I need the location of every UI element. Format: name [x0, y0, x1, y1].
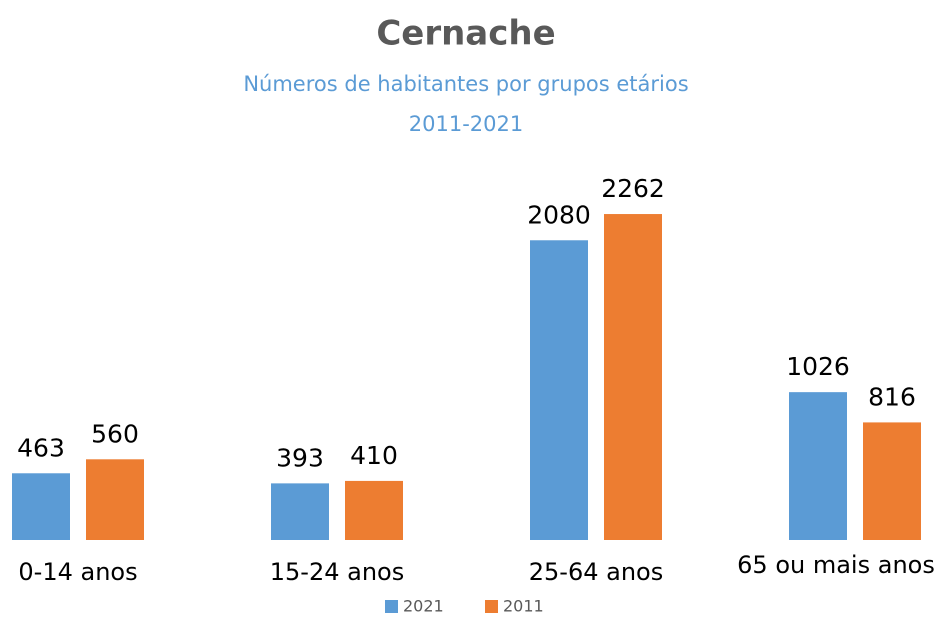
x-tick-label: 65 ou mais anos	[737, 551, 935, 579]
data-label: 393	[276, 443, 324, 472]
chart-title: Cernache	[376, 14, 555, 54]
chart-subtitle: Números de habitantes por grupos etários	[243, 72, 688, 96]
bar	[789, 392, 847, 540]
legend-label: 2011	[503, 597, 544, 616]
chart-subtitle: 2011-2021	[409, 112, 523, 136]
bar	[271, 483, 329, 540]
legend-swatch	[385, 600, 398, 613]
data-label: 463	[17, 433, 65, 462]
data-label: 1026	[786, 352, 850, 381]
bar	[530, 240, 588, 540]
bar	[12, 473, 70, 540]
data-label: 2080	[527, 200, 591, 229]
x-tick-label: 15-24 anos	[270, 558, 404, 586]
x-tick-label: 0-14 anos	[18, 558, 137, 586]
bar	[345, 480, 403, 540]
data-label: 816	[868, 382, 916, 411]
bar	[86, 459, 144, 540]
bar	[604, 214, 662, 540]
data-label: 560	[91, 419, 139, 448]
data-label: 410	[350, 441, 398, 470]
bar	[863, 422, 921, 540]
x-tick-label: 25-64 anos	[529, 558, 663, 586]
legend-label: 2021	[403, 597, 444, 616]
legend-swatch	[485, 600, 498, 613]
data-label: 2262	[601, 174, 665, 203]
